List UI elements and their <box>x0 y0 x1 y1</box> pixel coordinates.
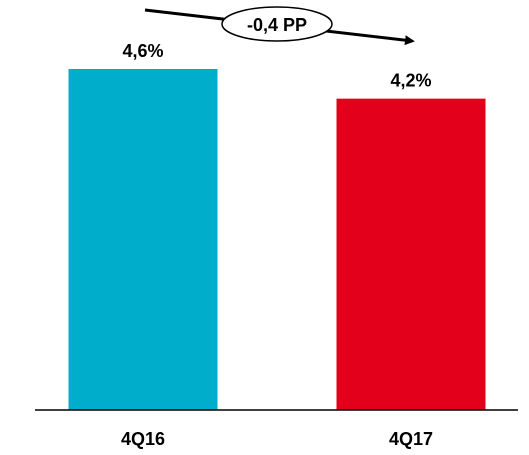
value-label-4q16: 4,6% <box>122 41 163 61</box>
category-labels-group: 4Q16 4Q17 <box>121 429 433 449</box>
category-label-4q17: 4Q17 <box>389 429 433 449</box>
value-labels-group: 4,6% 4,2% <box>122 41 431 91</box>
annotation-ellipse <box>221 6 333 42</box>
category-label-4q16: 4Q16 <box>121 429 165 449</box>
value-label-4q17: 4,2% <box>390 71 431 91</box>
bars-group <box>68 69 486 411</box>
change-annotation: -0,4 PP <box>144 6 415 46</box>
bar-4q16 <box>68 69 218 410</box>
annotation-label: -0,4 PP <box>247 15 307 35</box>
bar-4q17 <box>336 98 486 411</box>
